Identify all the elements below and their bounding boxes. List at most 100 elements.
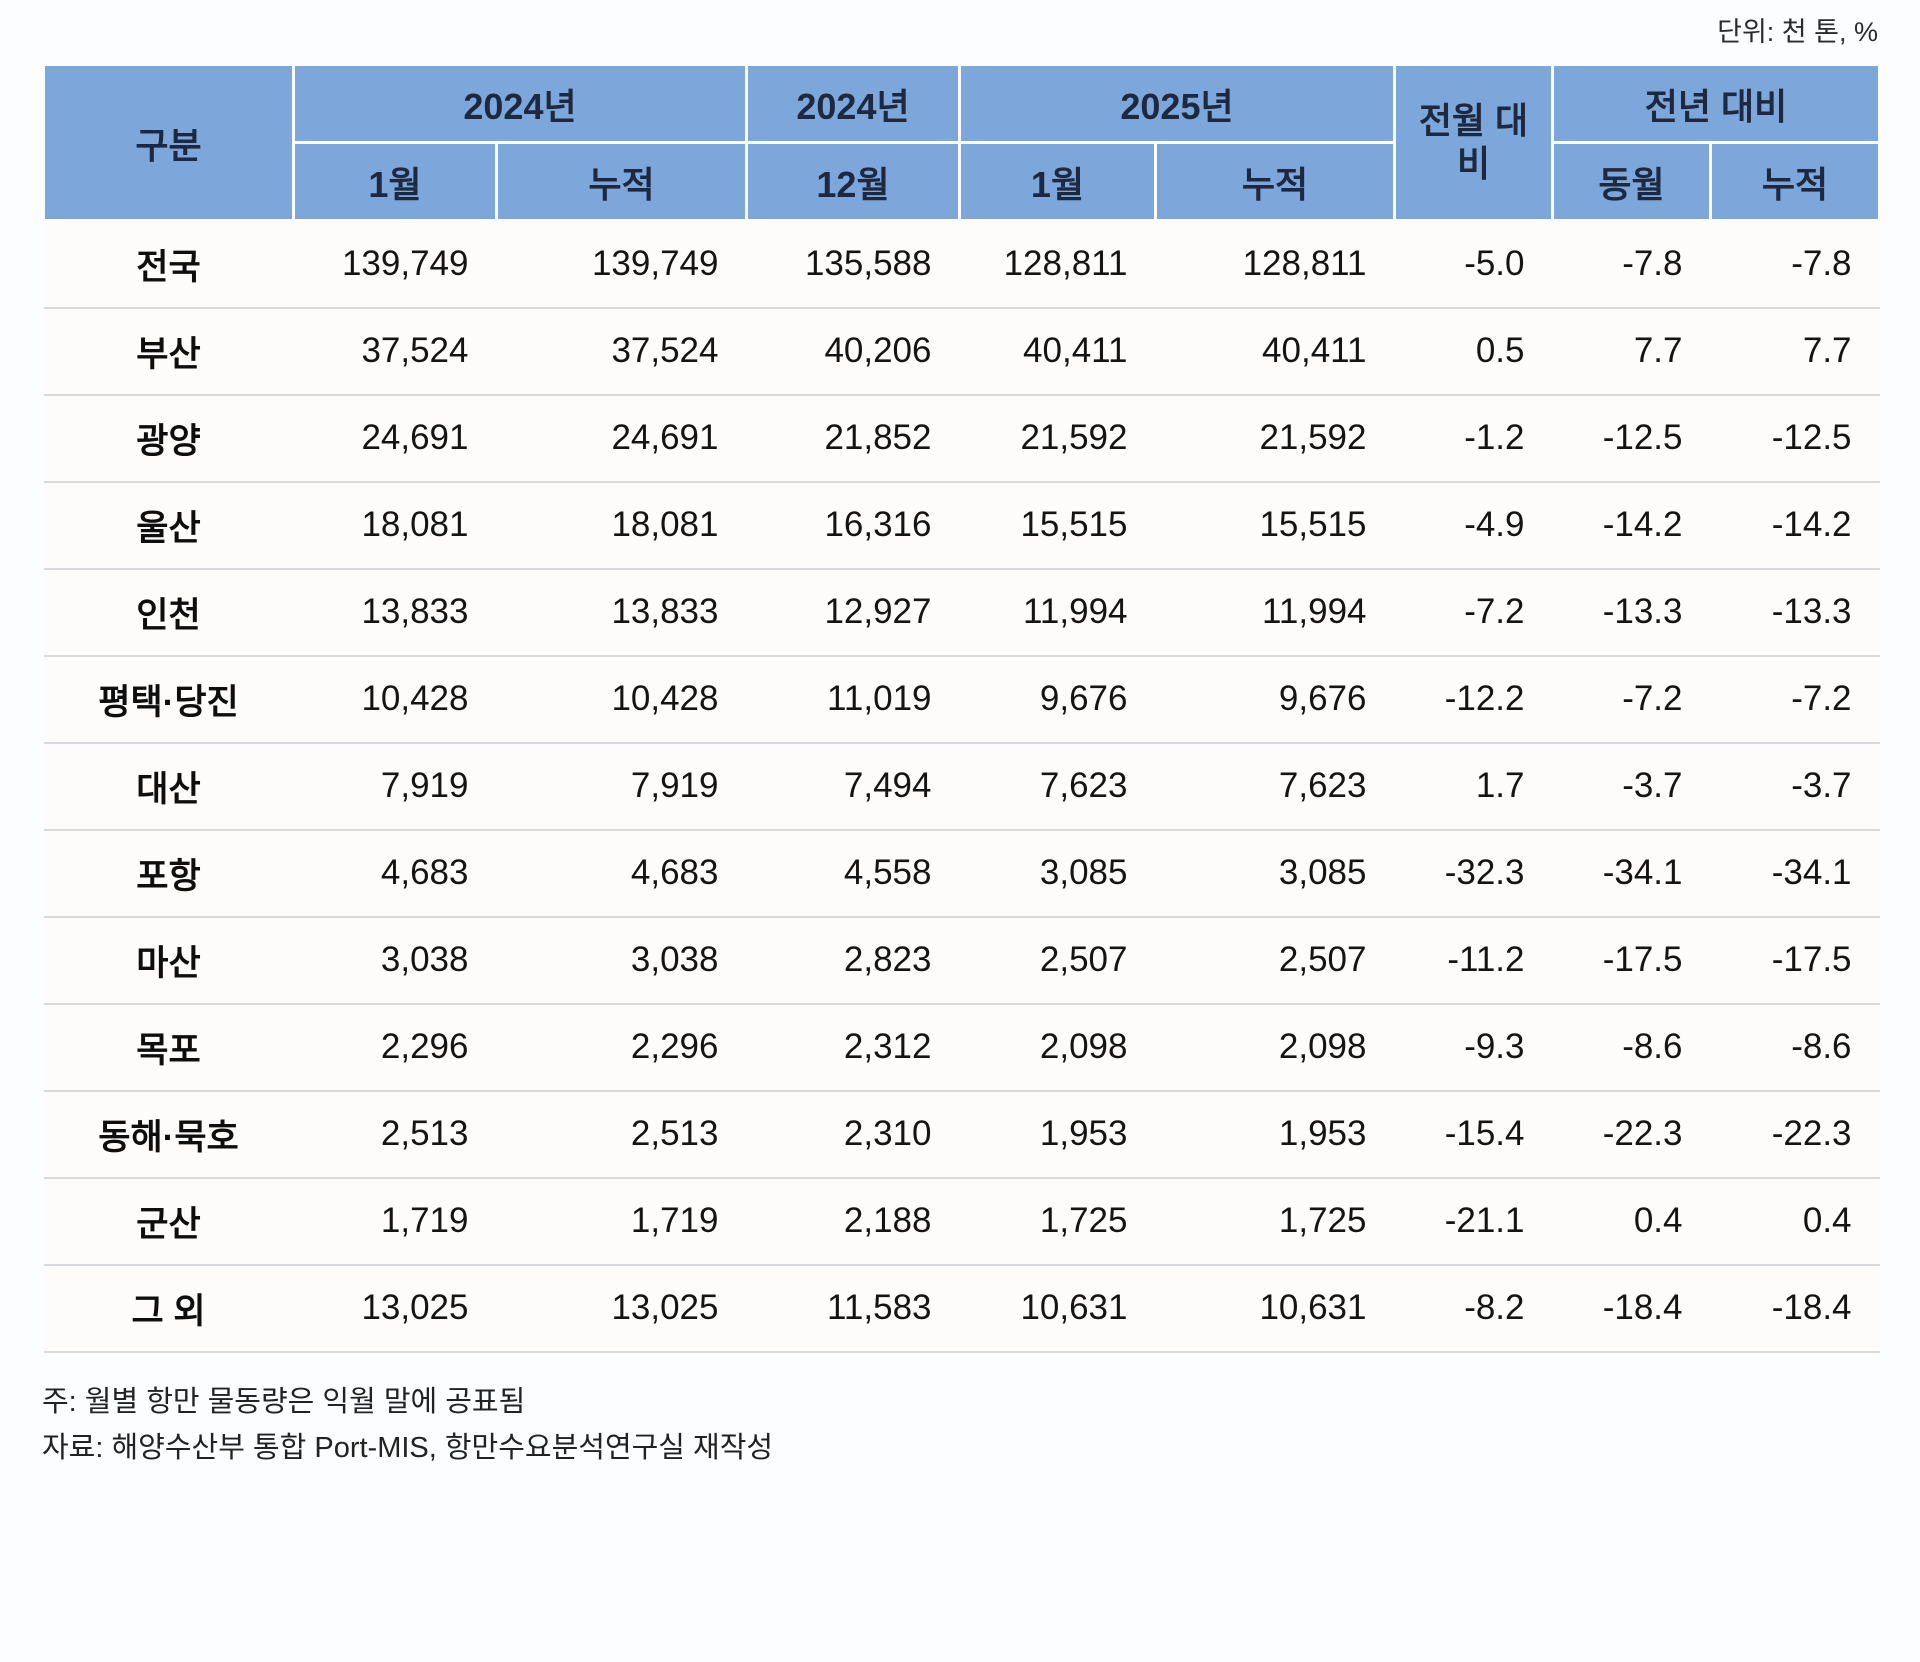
cell-value: 4,683: [293, 829, 497, 918]
cell-value: 10,428: [293, 655, 497, 744]
row-label: 목포: [43, 1003, 294, 1092]
source-line: 자료: 해양수산부 통합 Port-MIS, 항만수요분석연구실 재작성: [42, 1431, 774, 1464]
cell-value: -13.3: [1552, 568, 1711, 657]
cell-value: 0.4: [1552, 1177, 1711, 1266]
cell-value: -32.3: [1394, 829, 1553, 918]
cell-value: -18.4: [1552, 1264, 1711, 1353]
cell-value: 37,524: [496, 307, 747, 396]
cell-value: -22.3: [1552, 1090, 1711, 1179]
cell-value: -34.1: [1552, 829, 1711, 918]
cell-value: 21,592: [959, 394, 1156, 483]
cell-value: -5.0: [1394, 220, 1553, 309]
cell-value: -9.3: [1394, 1003, 1553, 1092]
cell-value: -12.2: [1394, 655, 1553, 744]
cell-value: 1.7: [1394, 742, 1553, 831]
cell-value: -17.5: [1552, 916, 1711, 1005]
cell-value: 139,749: [496, 220, 747, 309]
table-row: 군산 1,719 1,719 2,188 1,725 1,725 -21.1 0.4 0.4: [43, 1177, 1880, 1266]
cell-value: 7,919: [293, 742, 497, 831]
cell-value: 4,558: [746, 829, 960, 918]
cell-value: 2,507: [1155, 916, 1395, 1005]
cell-value: 40,206: [746, 307, 960, 396]
cell-value: 7,494: [746, 742, 960, 831]
cell-value: 1,953: [1155, 1090, 1395, 1179]
cell-value: 2,310: [746, 1090, 960, 1179]
cell-value: -3.7: [1552, 742, 1711, 831]
cell-value: 12,927: [746, 568, 960, 657]
table-row: 평택·당진 10,428 10,428 11,019 9,676 9,676 -12.2 -7…: [43, 655, 1880, 744]
cell-value: 1,725: [1155, 1177, 1395, 1266]
cell-value: 13,025: [293, 1264, 497, 1353]
port-cargo-table: 구분 2024년 2024년 2025년 전월 대비 전년 대비 1월 누적 1…: [42, 63, 1882, 1353]
cell-value: -21.1: [1394, 1177, 1553, 1266]
cell-value: 18,081: [496, 481, 747, 570]
cell-value: 0.5: [1394, 307, 1553, 396]
cell-value: 15,515: [959, 481, 1156, 570]
cell-value: 7.7: [1710, 307, 1880, 396]
header-row-groups: 구분 2024년 2024년 2025년 전월 대비 전년 대비: [42, 63, 1882, 222]
unit-label: 단위: 천 톤, %: [1717, 17, 1878, 47]
row-label: 부산: [43, 307, 294, 396]
header-prev-month-ratio: 전월 대비: [1393, 63, 1554, 222]
cell-value: 2,513: [496, 1090, 747, 1179]
row-label: 평택·당진: [43, 655, 294, 744]
cell-value: -34.1: [1710, 829, 1880, 918]
cell-value: 11,583: [746, 1264, 960, 1353]
cell-value: 13,833: [496, 568, 747, 657]
cell-value: 10,428: [496, 655, 747, 744]
cell-value: -8.6: [1710, 1003, 1880, 1092]
cell-value: 1,953: [959, 1090, 1156, 1179]
cell-value: -7.8: [1710, 220, 1880, 309]
cell-value: 10,631: [959, 1264, 1156, 1353]
cell-value: 128,811: [1155, 220, 1395, 309]
cell-value: -8.6: [1552, 1003, 1711, 1092]
header-sub-yoy-month: 동월: [1551, 141, 1712, 222]
row-label: 포항: [43, 829, 294, 918]
cell-value: 2,098: [959, 1003, 1156, 1092]
cell-value: -14.2: [1552, 481, 1711, 570]
header-category: 구분: [42, 63, 295, 222]
row-label: 그 외: [43, 1264, 294, 1353]
cell-value: 4,683: [496, 829, 747, 918]
cell-value: -8.2: [1394, 1264, 1553, 1353]
table-row: 목포 2,296 2,296 2,312 2,098 2,098 -9.3 -8.6 -8.6: [43, 1003, 1880, 1092]
cell-value: -12.5: [1710, 394, 1880, 483]
cell-value: 11,994: [1155, 568, 1395, 657]
cell-value: 7,623: [959, 742, 1156, 831]
header-sub-2024-jan: 1월: [292, 141, 498, 222]
cell-value: 13,833: [293, 568, 497, 657]
cell-value: 9,676: [1155, 655, 1395, 744]
cell-value: 1,719: [293, 1177, 497, 1266]
row-label: 마산: [43, 916, 294, 1005]
table-row: 그 외 13,025 13,025 11,583 10,631 10,631 -8.2 -18…: [43, 1264, 1880, 1353]
cell-value: -7.2: [1394, 568, 1553, 657]
cell-value: 13,025: [496, 1264, 747, 1353]
table-row: 전국 139,749 139,749 135,588 128,811 128,811 -5.…: [43, 220, 1880, 309]
header-row-sub: 1월 누적 12월 1월 누적 동월 누적: [44, 141, 1882, 222]
cell-value: 128,811: [959, 220, 1156, 309]
cell-value: 24,691: [293, 394, 497, 483]
table-row: 광양 24,691 24,691 21,852 21,592 21,592 -1.2 -12.…: [43, 394, 1880, 483]
cell-value: 3,038: [293, 916, 497, 1005]
cell-value: 2,507: [959, 916, 1156, 1005]
cell-value: 1,725: [959, 1177, 1156, 1266]
cell-value: 2,188: [746, 1177, 960, 1266]
cell-value: 135,588: [746, 220, 960, 309]
cell-value: 1,719: [496, 1177, 747, 1266]
cell-value: 15,515: [1155, 481, 1395, 570]
table-row: 부산 37,524 37,524 40,206 40,411 40,411 0.5 7.7 7.…: [43, 307, 1880, 396]
table-body: 전국 139,749 139,749 135,588 128,811 128,811 -5.…: [43, 220, 1880, 1353]
header-group-2025: 2025년: [958, 63, 1396, 144]
cell-value: 9,676: [959, 655, 1156, 744]
row-label: 군산: [43, 1177, 294, 1266]
cell-value: -4.9: [1394, 481, 1553, 570]
table-row: 동해·묵호 2,513 2,513 2,310 1,953 1,953 -15.4 -22.3…: [43, 1090, 1880, 1179]
cell-value: -7.8: [1552, 220, 1711, 309]
cell-value: 2,098: [1155, 1003, 1395, 1092]
header-sub-yoy-cum: 누적: [1708, 141, 1882, 222]
cell-value: -14.2: [1710, 481, 1880, 570]
cell-value: 18,081: [293, 481, 497, 570]
cell-value: 3,038: [496, 916, 747, 1005]
cell-value: 40,411: [959, 307, 1156, 396]
cell-value: -17.5: [1710, 916, 1880, 1005]
